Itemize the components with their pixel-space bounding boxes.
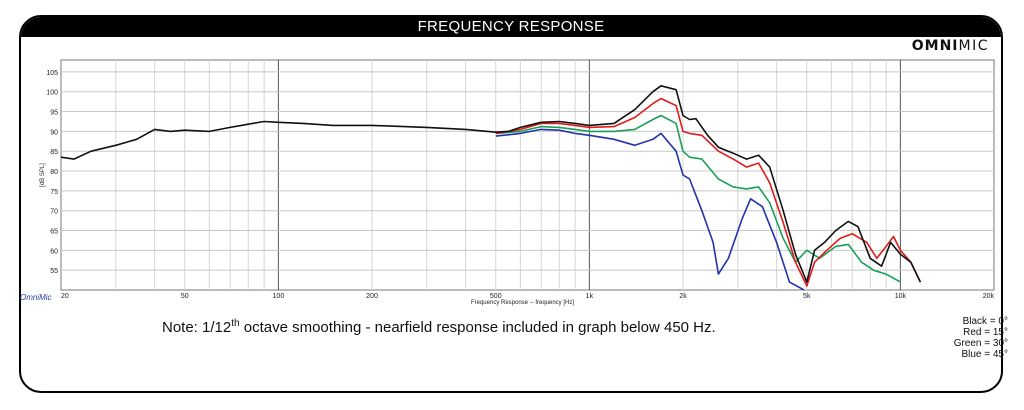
y-axis-label: [dB SPL] (40, 163, 46, 187)
series-line-blue (495, 128, 805, 290)
x-tick-label: 100 (273, 293, 285, 300)
legend-item-green: Green = 30° (953, 338, 1008, 349)
x-tick-label: 20 (61, 293, 69, 300)
x-tick-label: 2k (679, 293, 687, 300)
x-axis-label: Frequency Response -- frequency [Hz] (471, 300, 574, 306)
note-superscript: th (231, 318, 240, 329)
omnimic-logo: OMNIMIC (912, 38, 989, 54)
legend-item-red: Red = 15° (963, 327, 1008, 338)
y-tick-label: 85 (50, 149, 58, 156)
legend-item-blue: Blue = 45° (961, 349, 1008, 360)
chart-legend: Black = 0° Red = 15° Green = 30° Blue = … (954, 316, 1008, 360)
chart-title: FREQUENCY RESPONSE (21, 17, 1001, 37)
y-tick-label: 55 (50, 268, 58, 275)
y-tick-label: 80 (50, 169, 58, 176)
x-tick-label: 10k (895, 293, 907, 300)
y-tick-label: 105 (46, 70, 58, 77)
series-line-red (495, 97, 922, 287)
logo-part-a: OMNI (911, 38, 959, 54)
x-tick-label: 20k (983, 293, 995, 300)
note-prefix: Note: 1/12 (162, 319, 232, 336)
x-tick-label: 50 (181, 293, 189, 300)
smoothing-note: Note: 1/12th octave smoothing - nearfiel… (162, 318, 716, 336)
y-tick-label: 65 (50, 229, 58, 236)
y-tick-label: 95 (50, 110, 58, 117)
y-tick-label: 75 (50, 189, 58, 196)
y-tick-label: 100 (46, 90, 58, 97)
legend-item-black: Black = 0° (962, 316, 1008, 327)
x-tick-label: 5k (803, 293, 811, 300)
series-line-black (61, 85, 922, 283)
x-tick-label: 1k (586, 293, 594, 300)
note-suffix: octave smoothing - nearfield response in… (239, 319, 716, 336)
plot-area (60, 59, 995, 291)
omnimic-brand-label: OmniMic (20, 293, 52, 302)
x-tick-label: 500 (490, 293, 502, 300)
logo-part-b: MIC (958, 38, 989, 54)
y-tick-label: 90 (50, 129, 58, 136)
y-tick-label: 70 (50, 209, 58, 216)
y-tick-label: 60 (50, 248, 58, 255)
series-line-green (495, 114, 901, 283)
x-tick-label: 200 (366, 293, 378, 300)
